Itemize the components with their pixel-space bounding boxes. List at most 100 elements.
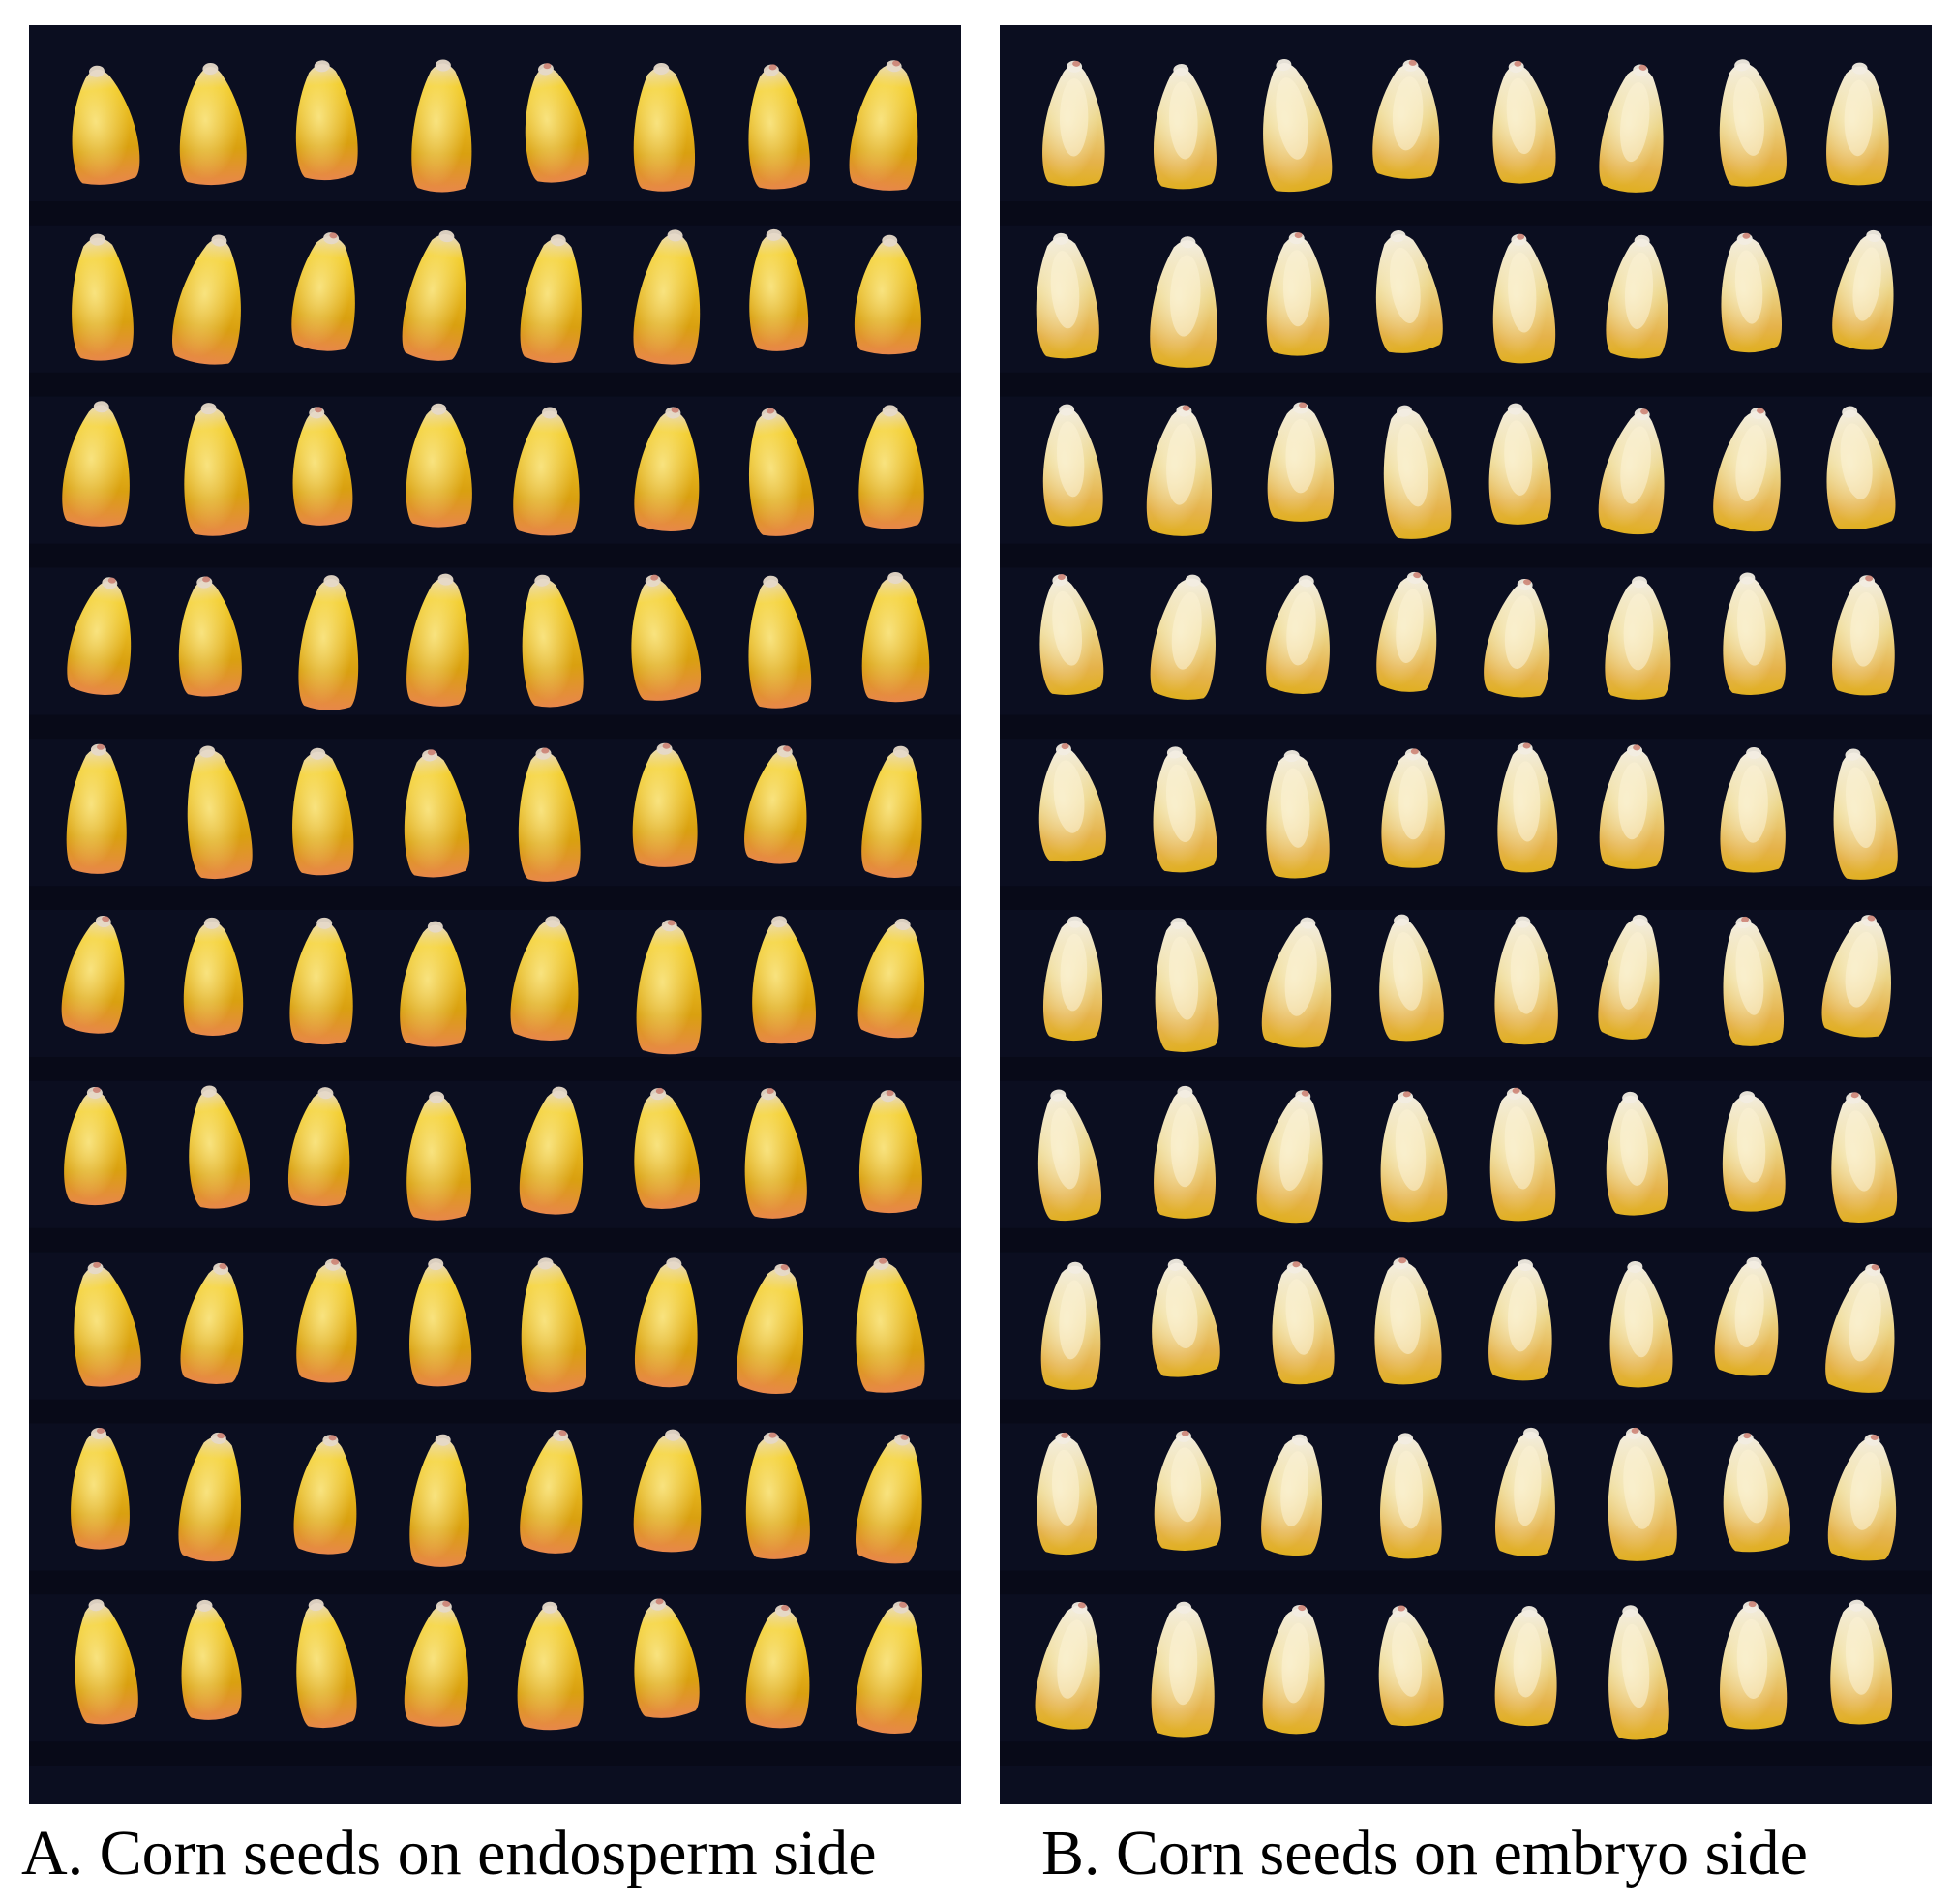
- corn-seed: [1598, 408, 1665, 535]
- corn-seed: [1266, 575, 1330, 694]
- corn-seed: [855, 1601, 922, 1734]
- corn-seed: [857, 918, 925, 1039]
- row-band: [29, 1227, 961, 1253]
- corn-seed: [1723, 1433, 1790, 1553]
- corn-seed: [1152, 1258, 1220, 1377]
- corn-seed: [520, 1430, 583, 1554]
- corn-seed: [849, 60, 918, 191]
- corn-seed: [1488, 1259, 1552, 1381]
- corn-seed: [1609, 1260, 1673, 1388]
- row-band: [1000, 543, 1932, 568]
- corn-seed: [1832, 575, 1895, 696]
- corn-seed: [409, 1258, 472, 1387]
- corn-seed: [856, 1434, 922, 1564]
- corn-seed: [1825, 1263, 1895, 1393]
- corn-seed: [1037, 1432, 1098, 1556]
- corn-seed: [298, 575, 359, 710]
- corn-seed: [187, 745, 253, 880]
- corn-seed: [522, 574, 584, 708]
- corn-seed: [296, 1599, 357, 1729]
- corn-seed: [1713, 408, 1781, 532]
- corn-seed: [1826, 406, 1896, 529]
- row-band: [29, 372, 961, 397]
- row-band: [29, 1570, 961, 1595]
- corn-seed: [1374, 1257, 1442, 1385]
- corn-seed: [861, 745, 922, 878]
- corn-seed: [1151, 1601, 1215, 1738]
- corn-seed: [189, 1085, 250, 1209]
- seed-grid-endosperm: [29, 25, 961, 1804]
- corn-seed: [1035, 1601, 1100, 1730]
- photo-background: [29, 25, 961, 1804]
- corn-seed: [1720, 1601, 1788, 1730]
- seed-grid-embryo: [1000, 25, 1932, 1804]
- corn-seed: [296, 1258, 357, 1383]
- corn-seed: [292, 747, 354, 876]
- corn-seed: [1827, 1434, 1897, 1561]
- corn-seed: [632, 742, 698, 867]
- corn-seed: [1042, 404, 1103, 527]
- corn-seed: [1484, 578, 1550, 698]
- corn-seed: [1720, 747, 1786, 873]
- corn-seed: [293, 1435, 357, 1555]
- corn-seed: [172, 234, 241, 365]
- corn-seed: [633, 1429, 702, 1553]
- corn-seed: [61, 915, 125, 1034]
- corn-seed: [1380, 1433, 1442, 1559]
- corn-seed: [1723, 916, 1784, 1046]
- row-band: [29, 543, 961, 568]
- corn-seed: [1378, 1605, 1444, 1727]
- corn-seed: [1037, 1089, 1101, 1222]
- corn-seed: [513, 407, 580, 536]
- corn-seed: [521, 1257, 586, 1393]
- corn-seed: [858, 1090, 922, 1214]
- caption-embryo: B. Corn seeds on embryo side: [1041, 1818, 1808, 1889]
- corn-seed: [1256, 1090, 1323, 1224]
- corn-seed: [745, 1432, 810, 1559]
- corn-seed: [1380, 1091, 1448, 1223]
- corn-seed: [178, 576, 242, 697]
- corn-seed: [517, 1601, 584, 1731]
- corn-seed: [520, 234, 582, 364]
- corn-seed: [1488, 403, 1551, 525]
- corn-seed: [1372, 59, 1440, 179]
- corn-seed: [749, 228, 809, 351]
- corn-seed: [1154, 1430, 1221, 1551]
- corn-seed: [744, 745, 807, 864]
- corn-seed: [1376, 571, 1437, 692]
- corn-seed: [72, 233, 134, 361]
- corn-seed: [748, 408, 815, 536]
- row-band: [1000, 1741, 1932, 1766]
- corn-seed: [289, 917, 353, 1045]
- row-band: [29, 1399, 961, 1424]
- row-band: [1000, 714, 1932, 740]
- corn-seed: [66, 743, 127, 874]
- corn-seed: [748, 575, 812, 709]
- corn-seed: [74, 1261, 141, 1387]
- caption-endosperm: A. Corn seeds on endosperm side: [21, 1818, 877, 1889]
- row-band: [1000, 1570, 1932, 1595]
- corn-seed: [404, 1600, 468, 1727]
- corn-seed: [1039, 574, 1104, 695]
- corn-seed: [1721, 232, 1782, 353]
- corn-seed: [1832, 229, 1894, 350]
- corn-seed: [406, 573, 469, 707]
- corn-seed: [1497, 742, 1558, 873]
- corn-seed: [1714, 1256, 1779, 1376]
- corn-seed: [1042, 60, 1105, 187]
- corn-seed: [519, 1086, 584, 1215]
- corn-seed: [854, 234, 921, 355]
- corn-seed: [510, 916, 579, 1042]
- corn-seed: [295, 60, 358, 181]
- corn-seed: [1266, 750, 1330, 879]
- corn-seed: [404, 749, 470, 878]
- corn-seed: [1599, 64, 1664, 193]
- corn-seed: [1042, 916, 1103, 1042]
- corn-seed: [1830, 1599, 1893, 1725]
- corn-seed: [71, 1427, 130, 1550]
- corn-seed: [858, 405, 924, 529]
- corn-seed: [633, 63, 696, 192]
- corn-seed: [183, 917, 244, 1036]
- corn-seed: [631, 574, 702, 701]
- corn-seed: [748, 64, 810, 190]
